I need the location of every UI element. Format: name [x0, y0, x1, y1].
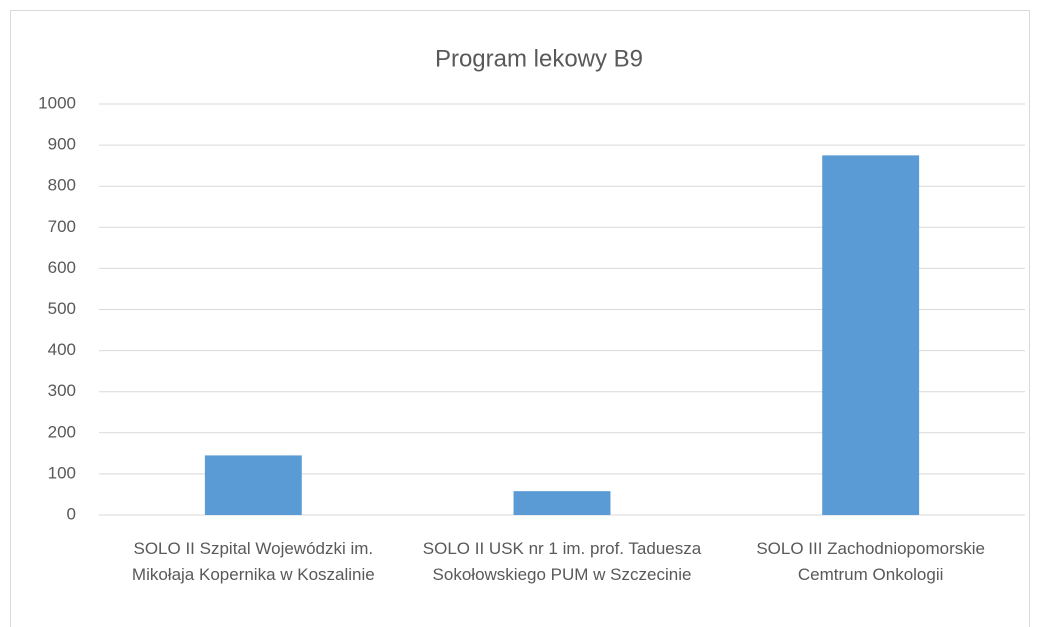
- y-tick-label: 300: [48, 381, 76, 400]
- bar: [204, 455, 302, 515]
- y-tick-label: 800: [48, 176, 76, 195]
- y-tick-label: 200: [48, 422, 76, 441]
- y-tick-label: 900: [48, 135, 76, 154]
- x-tick-label: SOLO III Zachodniopomorskie Cemtrum Onko…: [756, 539, 985, 584]
- chart-frame: [10, 10, 1030, 627]
- y-tick-label: 700: [48, 217, 76, 236]
- y-tick-label: 0: [67, 504, 76, 523]
- bar: [513, 491, 611, 515]
- bar: [822, 155, 920, 515]
- chart-title: Program lekowy B9: [435, 45, 643, 72]
- x-tick-label: SOLO II USK nr 1 im. prof. Taduesza Soko…: [422, 539, 702, 584]
- y-tick-label: 400: [48, 340, 76, 359]
- x-tick-label: SOLO II Szpital Wojewódzki im. Mikołaja …: [131, 539, 375, 584]
- y-tick-label: 100: [48, 463, 76, 482]
- y-tick-label: 500: [48, 299, 76, 318]
- y-tick-label: 1000: [38, 93, 76, 112]
- y-tick-label: 600: [48, 258, 76, 277]
